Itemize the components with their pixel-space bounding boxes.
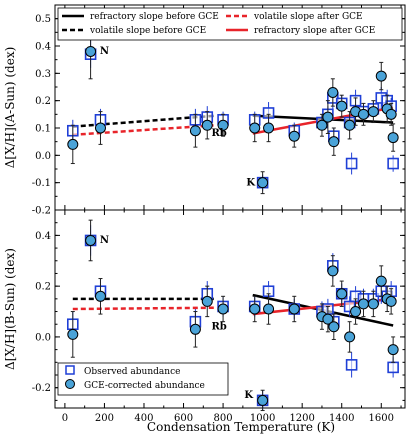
corrected-point (257, 177, 269, 189)
corrected-point (67, 138, 79, 150)
annotation-n: N (100, 46, 109, 57)
corrected-point (344, 331, 356, 343)
y-tick-label: 0.0 (35, 151, 51, 162)
bottom-panel: 0.4 0.2 0.0 -0.2 0 200 400 600 800 1000 1200 1400 16… (3, 209, 406, 424)
bottom-legend: Observed abundance GCE-corrected abundanc… (57, 362, 229, 396)
legend-frame (57, 362, 229, 396)
volatile-after-line (72, 306, 216, 311)
x-tick-label: 200 (95, 413, 114, 424)
corrected-point (367, 106, 379, 118)
y-tick-label: -0.2 (32, 206, 51, 217)
annotation-k: K (246, 177, 255, 188)
legend-square-marker (65, 365, 75, 375)
corrected-point (189, 323, 201, 335)
corrected-point (336, 288, 348, 300)
plot-frame (54, 209, 406, 409)
corrected-point (328, 136, 340, 148)
corrected-point (85, 234, 97, 246)
y-axis-title: Δ[X/H](B-Sun) (dex) (3, 248, 17, 370)
x-tick-label: 400 (134, 413, 153, 424)
top-panel: 0.5 0.4 0.3 0.2 0.1 0.0 -0.1 -0.2 Δ[X/H](A-Sun) … (3, 4, 406, 217)
corrected-point (217, 303, 229, 315)
corrected-point (201, 295, 213, 307)
corrected-point (263, 303, 275, 315)
y-axis-title: Δ[X/H](A-Sun) (dex) (3, 47, 17, 169)
observed-point (345, 359, 358, 371)
x-tick-label: 0 (62, 413, 68, 424)
legend-label: volatile slope after GCE (253, 12, 363, 22)
annotation-k: K (244, 390, 253, 401)
corrected-point (322, 111, 334, 123)
corrected-point (387, 132, 399, 144)
y-tick-label: 0.4 (35, 42, 51, 53)
corrected-point (367, 298, 379, 310)
corrected-point (316, 119, 328, 131)
corrected-point (385, 108, 397, 120)
y-tick-label: -0.1 (32, 178, 51, 189)
annotation-rb: Rb (211, 321, 226, 332)
x-tick-label: 800 (214, 413, 233, 424)
corrected-point (322, 313, 334, 325)
y-tick-label: 0.5 (35, 14, 51, 25)
legend-label: GCE-corrected abundance (84, 381, 205, 391)
y-tick-label: 0.2 (35, 96, 51, 107)
y-tick-label: 0.3 (35, 69, 51, 80)
corrected-point (328, 321, 340, 333)
corrected-point (385, 295, 397, 307)
top-legend: refractory slope before GCE volatile slop… (57, 7, 403, 41)
corrected-point (67, 328, 79, 340)
x-tick-label: 1000 (250, 413, 275, 424)
corrected-point (357, 298, 369, 310)
y-tick-label: 0.1 (35, 124, 51, 135)
corrected-point (94, 290, 106, 302)
x-tick-label: 1600 (369, 413, 394, 424)
x-tick-label: 600 (174, 413, 193, 424)
annotation-n: N (100, 235, 109, 246)
legend-label: volatile slope before GCE (89, 26, 206, 36)
legend-circle-marker (65, 379, 75, 389)
annotation-rb: Rb (211, 128, 226, 139)
legend-label: refractory slope after GCE (254, 26, 375, 36)
y-tick-label: 0.4 (35, 231, 51, 242)
x-tick-label: 1200 (289, 413, 314, 424)
corrected-point (263, 122, 275, 134)
corrected-point (350, 306, 362, 318)
corrected-point (288, 130, 300, 142)
corrected-point (375, 275, 387, 287)
corrected-point (327, 86, 339, 98)
corrected-point (249, 122, 261, 134)
corrected-point (327, 265, 339, 277)
corrected-point (288, 303, 300, 315)
corrected-point (217, 119, 229, 131)
corrected-point (249, 303, 261, 315)
corrected-point (344, 119, 356, 131)
legend-label: Observed abundance (84, 367, 180, 377)
corrected-point (336, 100, 348, 112)
y-tick-label: 0.2 (35, 282, 51, 293)
corrected-point (375, 70, 387, 82)
corrected-point (357, 108, 369, 120)
corrected-point (387, 344, 399, 356)
corrected-point (257, 394, 269, 406)
observed-point (387, 361, 399, 374)
x-tick-label: 1400 (329, 413, 354, 424)
corrected-point (189, 125, 201, 137)
observed-point (387, 157, 399, 170)
corrected-point (201, 119, 213, 131)
y-tick-label: 0.0 (35, 332, 51, 343)
observed-point (345, 157, 358, 170)
corrected-point (94, 122, 106, 134)
legend-frame (57, 7, 403, 41)
legend-label: refractory slope before GCE (90, 12, 219, 22)
x-axis-title: Condensation Temperature (K) (147, 420, 335, 434)
y-tick-label: -0.2 (32, 383, 51, 394)
corrected-point (85, 45, 97, 57)
